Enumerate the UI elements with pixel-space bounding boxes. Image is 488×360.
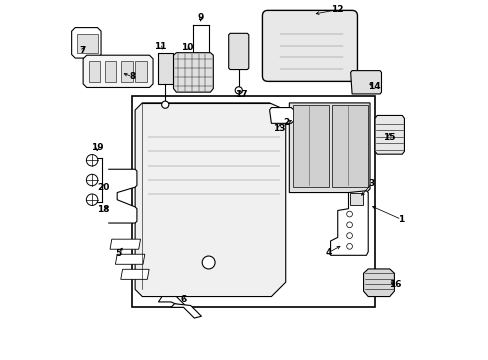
- Text: 9: 9: [197, 13, 203, 22]
- Polygon shape: [158, 53, 172, 84]
- Text: 11: 11: [154, 42, 166, 51]
- Text: 3: 3: [368, 179, 374, 188]
- Text: 8: 8: [129, 72, 136, 81]
- Polygon shape: [332, 105, 367, 187]
- Polygon shape: [269, 108, 293, 123]
- Text: 13: 13: [273, 123, 285, 132]
- Bar: [104, 60, 116, 82]
- Polygon shape: [171, 304, 201, 318]
- Bar: [135, 60, 147, 82]
- Polygon shape: [72, 28, 101, 58]
- FancyBboxPatch shape: [262, 10, 357, 81]
- Circle shape: [346, 222, 352, 228]
- Text: 19: 19: [91, 143, 103, 152]
- Polygon shape: [292, 105, 328, 187]
- Circle shape: [86, 154, 98, 166]
- Circle shape: [346, 233, 352, 238]
- Text: 12: 12: [331, 5, 343, 14]
- Polygon shape: [110, 239, 140, 249]
- Polygon shape: [121, 269, 149, 279]
- Bar: [77, 34, 98, 53]
- Polygon shape: [363, 269, 394, 297]
- Text: 17: 17: [235, 90, 247, 99]
- Polygon shape: [135, 103, 285, 297]
- Text: 4: 4: [325, 248, 331, 257]
- Polygon shape: [374, 116, 404, 154]
- Text: 10: 10: [181, 43, 193, 52]
- Bar: [121, 60, 132, 82]
- Circle shape: [202, 256, 215, 269]
- Circle shape: [86, 194, 98, 206]
- Text: 15: 15: [383, 133, 395, 142]
- Polygon shape: [83, 55, 153, 87]
- Polygon shape: [349, 193, 362, 205]
- Polygon shape: [108, 169, 137, 223]
- Text: 18: 18: [97, 205, 109, 214]
- Circle shape: [346, 243, 352, 249]
- Text: 14: 14: [367, 82, 380, 91]
- Text: 2: 2: [283, 118, 289, 127]
- Circle shape: [86, 174, 98, 186]
- Polygon shape: [158, 297, 187, 307]
- Polygon shape: [330, 191, 367, 255]
- Circle shape: [162, 101, 168, 108]
- Text: 1: 1: [398, 215, 404, 224]
- Text: 7: 7: [79, 46, 85, 55]
- Text: 20: 20: [98, 183, 110, 192]
- Polygon shape: [131, 96, 375, 307]
- Text: 6: 6: [180, 294, 186, 303]
- Polygon shape: [228, 33, 248, 69]
- Polygon shape: [289, 103, 369, 193]
- Text: 5: 5: [115, 249, 121, 258]
- Polygon shape: [173, 53, 213, 92]
- Text: 16: 16: [388, 280, 401, 289]
- Polygon shape: [115, 254, 144, 264]
- Polygon shape: [350, 71, 381, 94]
- Bar: [88, 60, 100, 82]
- Circle shape: [346, 211, 352, 217]
- Circle shape: [235, 87, 242, 94]
